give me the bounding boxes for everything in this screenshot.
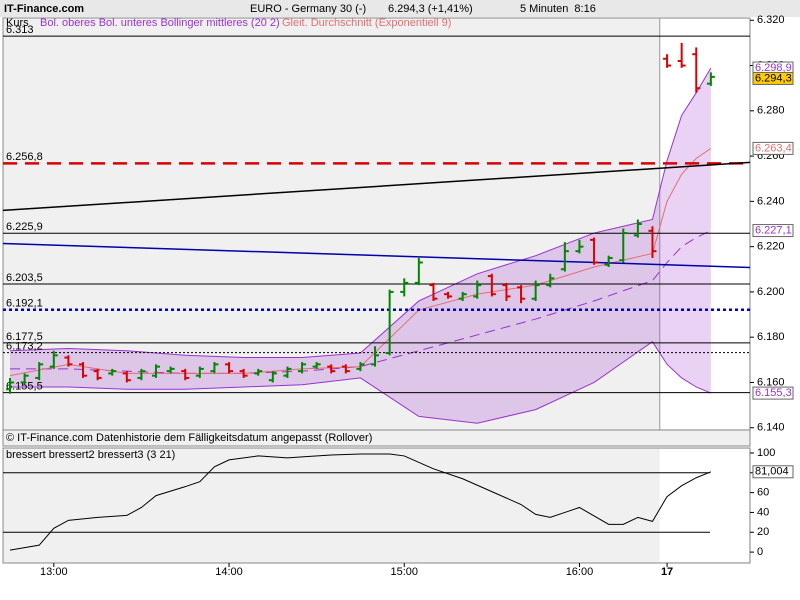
level-label: 6.203,5 <box>6 272 43 284</box>
osc-line <box>9 453 712 551</box>
value-badge <box>752 386 794 400</box>
value-badge <box>752 141 794 155</box>
y-tick-label: 6.240 <box>757 195 785 207</box>
osc-plot <box>2 447 751 564</box>
y-tick-label: 0 <box>757 546 763 558</box>
footer: © IT-Finance.com Datenhistorie dem Fälli… <box>6 432 372 444</box>
level-label: 6.313 <box>6 24 34 36</box>
y-tick-label: 6.160 <box>757 376 785 388</box>
level-label: 6.192,1 <box>6 298 43 310</box>
interval: 5 Minuten 8:16 <box>520 3 596 15</box>
level-label: 6.256,8 <box>6 151 43 163</box>
value-badge-label: 6.298,9 <box>755 62 792 74</box>
y-tick-label: 60 <box>757 487 769 499</box>
x-tick-label: 17 <box>661 566 673 578</box>
y-tick-label: 6.180 <box>757 331 785 343</box>
value-badge-label: 6.294,3 <box>755 72 792 84</box>
layer: 6.313 6.256,8 6.225,9 6.203,5 6.192,1 6.177,5… <box>2 14 794 578</box>
x-tick-label: 13:00 <box>40 566 68 578</box>
value-badge-label: 6.155,3 <box>755 387 792 399</box>
value-badge-label: 6.263,4 <box>755 142 792 154</box>
level-label: 6.173,2 <box>6 340 43 352</box>
x-tick-label: 15:00 <box>390 566 418 578</box>
quote: 6.294,3 (+1,41%) <box>388 3 473 15</box>
trend-line <box>2 242 751 269</box>
y-tick-label: 100 <box>757 447 775 459</box>
legend-entry: bressert bressert2 bressert3 (3 21) <box>6 449 175 461</box>
y-tick-label: 6.140 <box>757 422 785 434</box>
legend-entry: Gleit. Durchschnitt (Exponentiell 9) <box>282 17 451 29</box>
header-bar <box>0 0 800 17</box>
trend-line <box>2 161 751 212</box>
legend-entry: Kurs <box>6 17 29 29</box>
footer-bar <box>2 429 751 447</box>
value-badge <box>752 71 794 85</box>
level-label: 6.155,5 <box>6 381 43 393</box>
band-lower <box>10 341 712 424</box>
y-tick-label: 20 <box>757 526 769 538</box>
session-area <box>659 19 749 429</box>
session-area <box>659 449 749 562</box>
legend-entry: Bol. oberes Bol. unteres Bollinger mittl… <box>40 17 280 29</box>
main-plot <box>2 17 751 431</box>
y-tick-label: 6.320 <box>757 14 785 26</box>
level-label: 6.177,5 <box>6 331 43 343</box>
x-tick-label: 14:00 <box>215 566 243 578</box>
y-tick-label: 6.280 <box>757 105 785 117</box>
value-badge-label: 6.227,1 <box>755 224 792 236</box>
y-tick-label: 6.220 <box>757 241 785 253</box>
value-badge <box>752 224 794 238</box>
value-badge-label: 81,004 <box>755 466 789 478</box>
x-tick-label: 16:00 <box>566 566 594 578</box>
y-tick-label: 40 <box>757 506 769 518</box>
brand: IT-Finance.com <box>4 3 84 15</box>
chart-title: EURO - Germany 30 (-) <box>250 3 366 15</box>
value-badge <box>752 465 794 479</box>
level-label: 6.225,9 <box>6 221 43 233</box>
y-tick-label: 6.200 <box>757 286 785 298</box>
band-fill <box>10 68 711 424</box>
